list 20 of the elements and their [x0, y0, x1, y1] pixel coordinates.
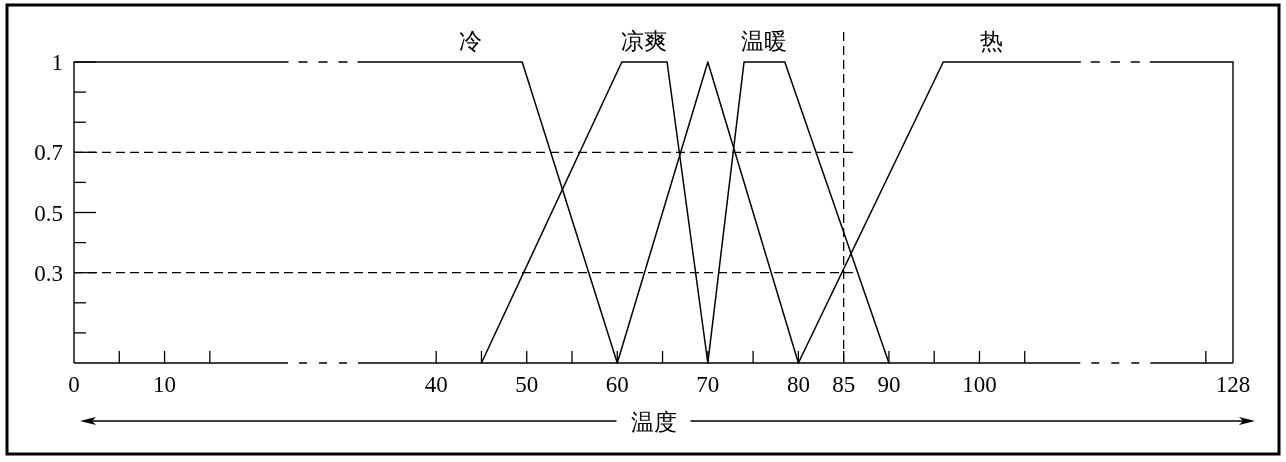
- series-name: 温暖: [741, 29, 788, 54]
- x-tick-label: 100: [962, 372, 997, 397]
- x-tick-label: 0: [68, 372, 80, 397]
- x-tick-label: 90: [877, 372, 901, 397]
- x-tick-label: 50: [515, 372, 539, 397]
- y-tick-label: 0.5: [34, 200, 63, 226]
- x-tick-label: 10: [153, 372, 177, 397]
- series-name: 冷: [458, 29, 482, 54]
- y-tick-label: 0.3: [34, 260, 63, 286]
- x-tick-label: 85: [832, 372, 856, 397]
- x-tick-label: 128: [1215, 372, 1251, 397]
- y-tick-label: 1: [51, 50, 63, 75]
- series-name: 凉爽: [621, 29, 668, 54]
- x-tick-label: 70: [696, 372, 720, 397]
- y-tick-label: 0.7: [34, 140, 63, 166]
- x-tick-label: 40: [424, 372, 448, 397]
- x-tick-label: 60: [605, 372, 629, 397]
- x-tick-label: 80: [786, 372, 810, 397]
- x-axis-title: 温度: [630, 410, 677, 435]
- series-name: 热: [979, 29, 1003, 54]
